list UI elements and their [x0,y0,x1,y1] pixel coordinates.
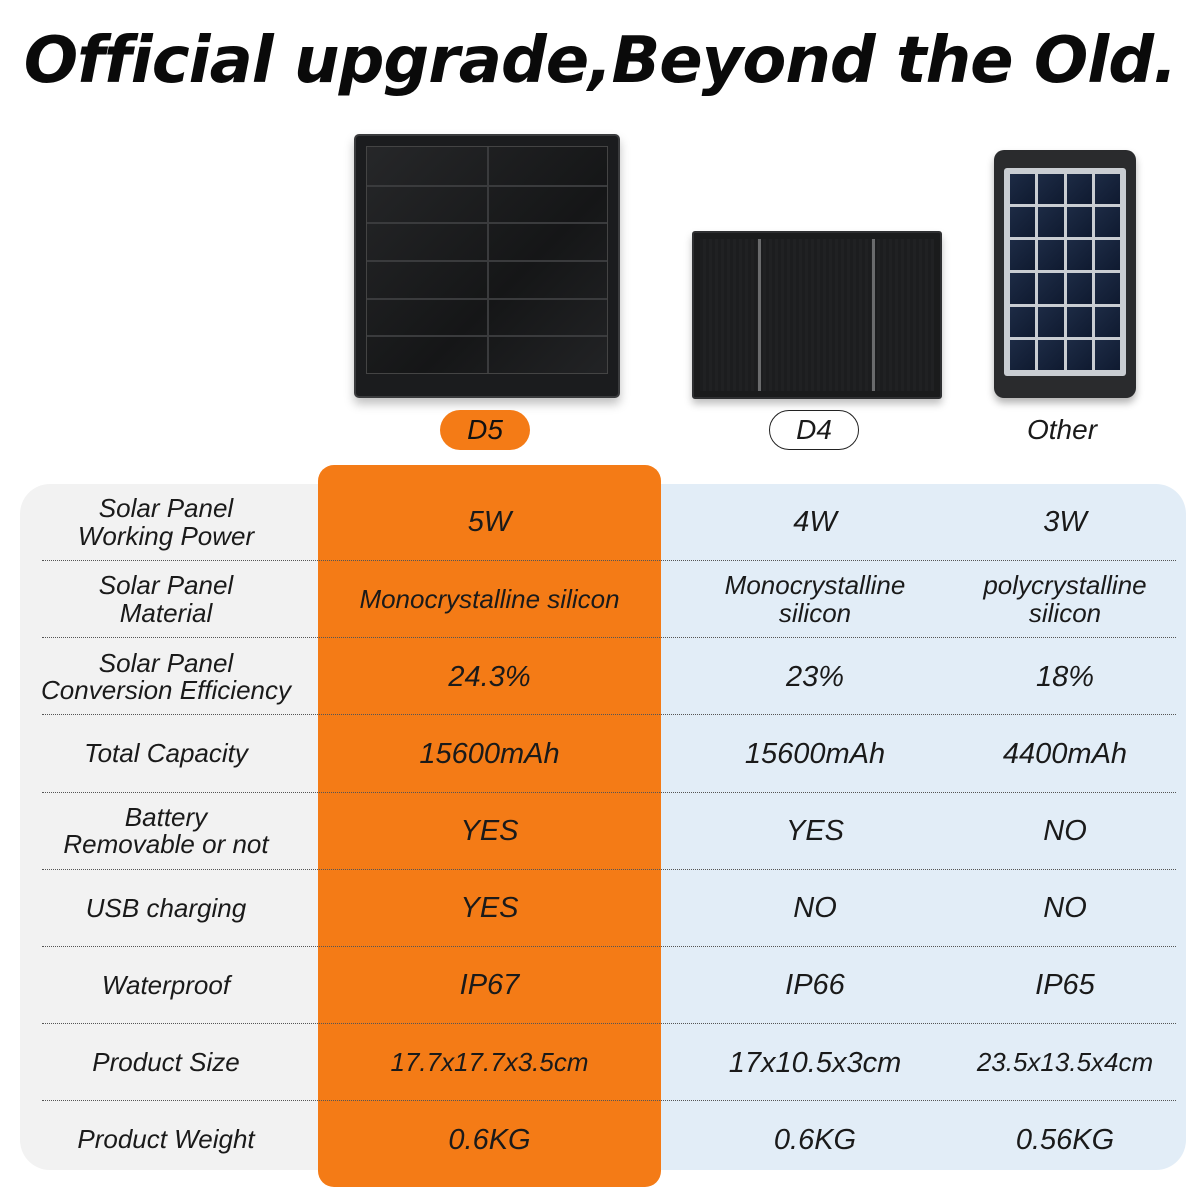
solar-cell [1038,240,1064,271]
solar-cell [1038,306,1064,337]
row-label: USB charging [85,892,247,923]
row-divider [42,791,1176,793]
solar-cell [1094,240,1120,271]
row-divider [42,560,1176,561]
d5-value: Monocrystalline silicon [359,584,620,615]
product-label-d5: D5 [440,410,530,450]
solar-cell [1010,306,1036,337]
row-divider [42,637,1176,639]
solar-cell [1010,273,1036,304]
row-divider [42,946,1176,947]
row-label: Solar Panel Conversion Efficiency [41,647,291,705]
other-value: 23.5x13.5x4cm [976,1047,1154,1078]
table-row: Solar Panel Conversion Efficiency 24.3% 23… [30,638,1176,716]
d5-value: 0.6KG [448,1123,531,1156]
table-row: Product Weight 0.6KG 0.6KG 0.56KG [30,1102,1176,1179]
other-value: IP65 [1035,969,1095,1002]
other-solar-panel-image [994,150,1136,398]
solar-cell [1066,273,1092,304]
row-divider [42,1100,1176,1102]
solar-cell [1010,174,1036,205]
row-label: Product Size [92,1047,240,1078]
solar-cell [1038,339,1064,370]
row-label: Solar Panel Working Power [77,493,255,551]
table-row: Battery Removable or not YES YES NO [30,793,1176,870]
table-row: USB charging YES NO NO [30,870,1176,947]
solar-cell [1010,207,1036,238]
row-label: Product Weight [77,1124,255,1155]
d5-value: 15600mAh [419,737,560,770]
d4-value: NO [793,892,837,925]
solar-cell [1038,273,1064,304]
d4-value: 17x10.5x3cm [728,1046,902,1079]
table-label-column-bg [20,484,340,1170]
d5-value: 17.7x17.7x3.5cm [390,1047,589,1078]
d5-value: 5W [467,506,512,539]
page-title: Official upgrade,Beyond the Old. [23,24,1178,98]
solar-cell [1066,207,1092,238]
other-value: polycrystalline silicon [983,570,1147,628]
solar-cell [1010,339,1036,370]
solar-cell [1094,207,1120,238]
row-label: Battery Removable or not [63,802,269,860]
other-value: 3W [1043,506,1087,539]
solar-cell [1066,339,1092,370]
table-row: Solar Panel Material Monocrystalline sili… [30,561,1176,639]
solar-cell [1038,174,1064,205]
other-value: NO [1043,815,1087,848]
d4-value: 4W [793,506,837,539]
d4-value: 0.6KG [773,1123,857,1156]
d5-value: YES [460,815,519,848]
solar-cell [1066,174,1092,205]
solar-cell [1066,306,1092,337]
product-label-d4: D4 [769,410,859,450]
d5-value: 24.3% [448,660,531,693]
solar-cell [1094,174,1120,205]
other-value: 4400mAh [1002,737,1128,770]
solar-cell [1094,306,1120,337]
other-value: 0.56KG [1015,1123,1115,1156]
table-row: Waterproof IP67 IP66 IP65 [30,947,1176,1025]
row-label: Total Capacity [84,738,248,769]
d4-value: 23% [785,660,845,693]
product-label-other: Other [1026,414,1098,445]
d5-solar-panel-image [354,134,620,398]
solar-cell [1066,240,1092,271]
d4-value: YES [785,815,845,848]
table-row: Product Size 17.7x17.7x3.5cm 17x10.5x3cm 23… [30,1024,1176,1102]
table-row: Solar Panel Working Power 5W 4W 3W [30,484,1176,561]
row-divider [42,1023,1176,1025]
solar-cell [1094,273,1120,304]
row-divider [42,868,1176,870]
d4-value: IP66 [785,969,845,1002]
other-value: 18% [1035,660,1095,693]
solar-cell [1038,207,1064,238]
table-row: Total Capacity 15600mAh 15600mAh 4400mAh [30,716,1176,793]
solar-cell [1010,240,1036,271]
d4-solar-panel-image [692,231,942,399]
solar-cell [1094,339,1120,370]
row-divider [42,714,1176,716]
table-d5-column-highlight [318,465,661,1187]
row-label: Solar Panel Material [98,570,234,628]
row-label: Waterproof [101,970,231,1001]
d5-value: YES [460,892,519,925]
other-value: NO [1043,892,1087,925]
d5-value: IP67 [459,969,520,1002]
d4-value: 15600mAh [744,737,886,770]
table-competitor-column-bg [640,484,1186,1170]
d4-value: Monocrystalline silicon [724,570,906,628]
